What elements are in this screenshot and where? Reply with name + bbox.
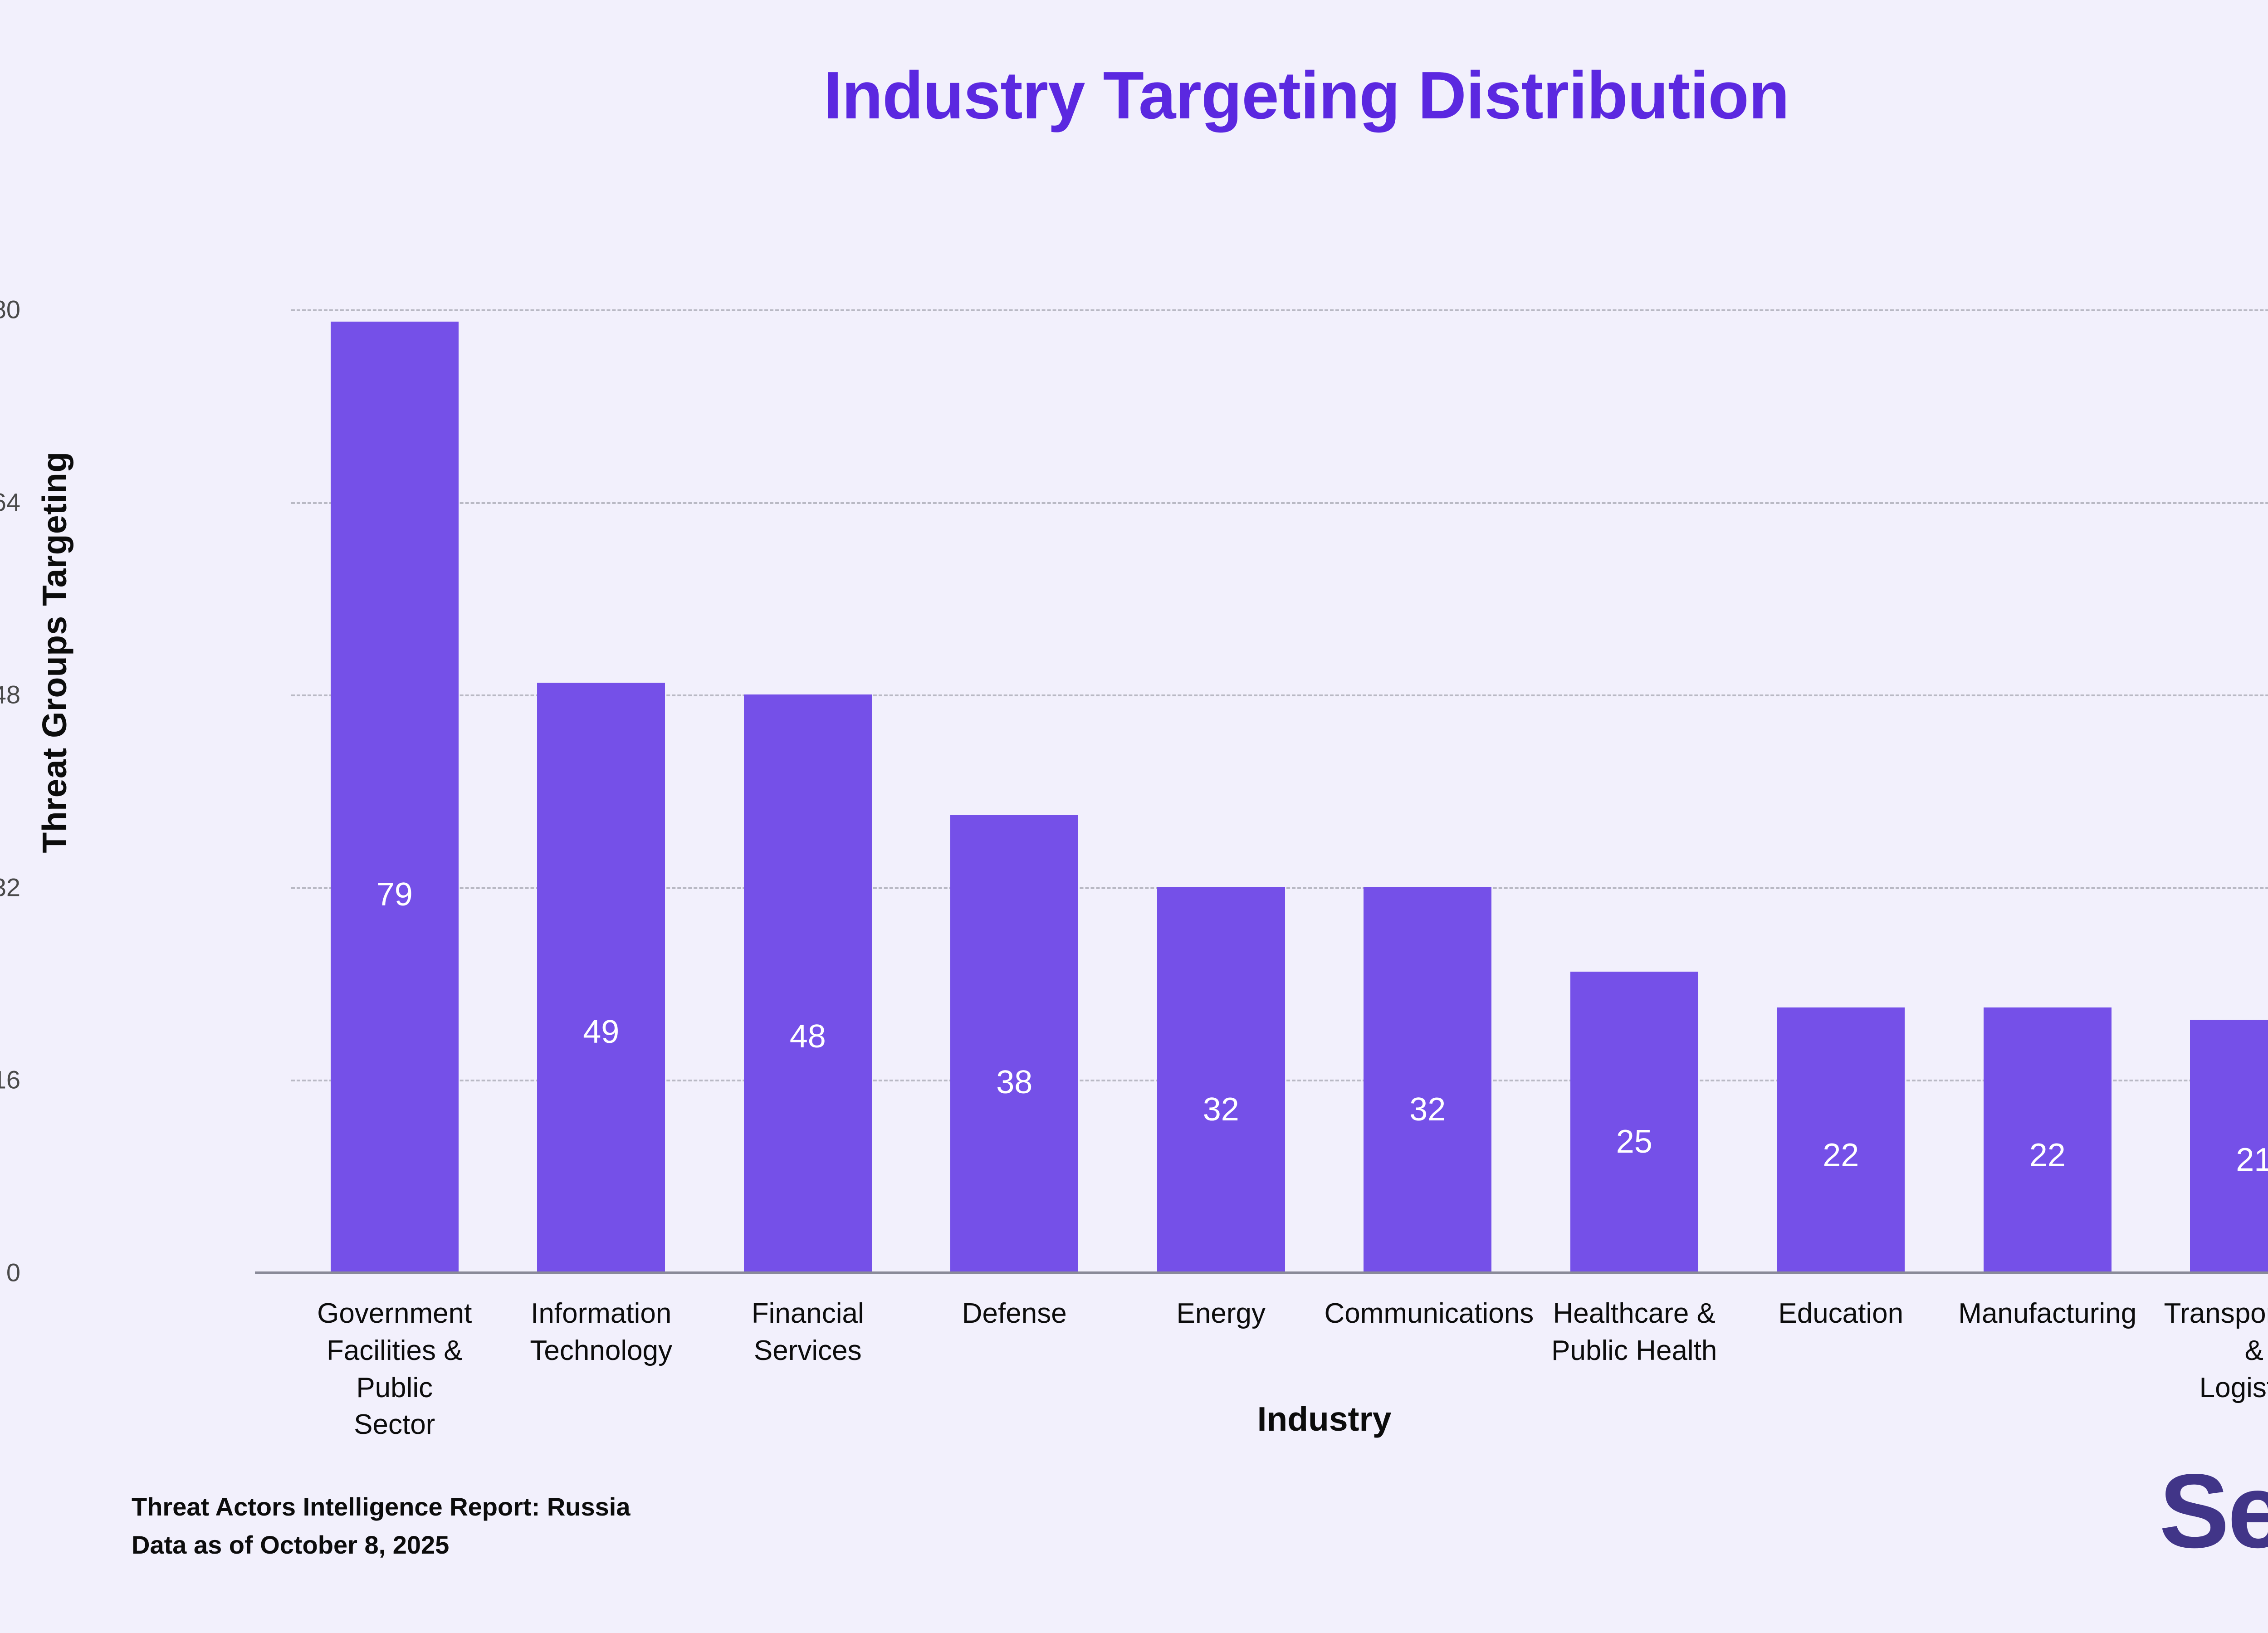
- bar-value-label: 38: [996, 1064, 1033, 1100]
- y-tick-label: 64: [0, 488, 20, 517]
- bar-value-label: 48: [789, 1018, 826, 1055]
- bar-slot: 25: [1570, 309, 1698, 1272]
- x-tick-label-line: Information: [531, 1298, 672, 1329]
- x-tick-label: Defense: [911, 1295, 1118, 1332]
- x-axis-line: [255, 1271, 2268, 1274]
- x-tick-label-line: Transportation &: [2164, 1298, 2268, 1366]
- x-tick-label: Information Technology: [498, 1295, 705, 1369]
- page-title: Industry Targeting Distribution: [823, 58, 1790, 133]
- bar[interactable]: 22: [1777, 1007, 1905, 1272]
- x-tick-label: Financial Services: [704, 1295, 911, 1369]
- x-tick-label-line: Financial Services: [751, 1298, 864, 1366]
- x-tick-label-line: Manufacturing: [1958, 1298, 2137, 1329]
- securin-wordmark-icon: Secu rin: [2159, 1458, 2268, 1570]
- gridline: [291, 309, 2268, 311]
- bar-slot: 49: [537, 309, 665, 1272]
- securin-logo: Secu rin: [2159, 1458, 2268, 1572]
- x-axis-title: Industry: [1257, 1400, 1392, 1438]
- x-tick-label: Energy: [1118, 1295, 1325, 1332]
- bar-value-label: 22: [1823, 1137, 1859, 1174]
- y-tick-label: 48: [0, 680, 20, 709]
- x-tick-label-line: Logistics: [2199, 1372, 2268, 1403]
- x-tick-label-line: Government: [317, 1298, 472, 1329]
- x-tick-label-line: Technology: [530, 1335, 673, 1366]
- footnote-line-2: Data as of October 8, 2025: [132, 1530, 450, 1559]
- footnote: Threat Actors Intelligence Report: Russi…: [132, 1488, 631, 1564]
- y-tick-label: 80: [0, 295, 20, 324]
- plot-area: 79 49 48 38 32 32 25 22 22 21: [291, 309, 2268, 1272]
- bar-slot: 48: [743, 309, 872, 1272]
- bar[interactable]: 25: [1570, 971, 1698, 1272]
- bar-slot: 32: [1157, 309, 1285, 1272]
- x-tick-label: Communications: [1324, 1295, 1534, 1332]
- bar[interactable]: 21: [2190, 1019, 2268, 1272]
- x-tick-label: Manufacturing: [1944, 1295, 2151, 1332]
- footnote-line-1: Threat Actors Intelligence Report: Russi…: [132, 1492, 631, 1521]
- bar-slot: 22: [1777, 309, 1905, 1272]
- x-tick-label-line: Energy: [1176, 1298, 1266, 1329]
- bar[interactable]: 49: [537, 682, 665, 1272]
- bar-value-label: 32: [1409, 1091, 1446, 1128]
- bar-slot: 79: [330, 309, 459, 1272]
- x-tick-label-line: Healthcare &: [1553, 1298, 1716, 1329]
- x-tick-label-line: Public Health: [1551, 1335, 1717, 1366]
- x-tick-label: Government Facilities & Public Sector: [291, 1295, 498, 1443]
- bar[interactable]: 22: [1983, 1007, 2112, 1272]
- bar-value-label: 32: [1202, 1091, 1239, 1128]
- x-tick-label-line: Facilities & Public: [326, 1335, 463, 1403]
- svg-text:Secu: Secu: [2159, 1458, 2268, 1570]
- x-tick-label-line: Education: [1778, 1298, 1904, 1329]
- y-tick-label: 16: [0, 1065, 20, 1094]
- y-tick-label: 32: [0, 873, 20, 902]
- x-tick-label-line: Communications: [1324, 1298, 1534, 1329]
- bar-slot: 32: [1364, 309, 1492, 1272]
- bar[interactable]: 79: [330, 321, 459, 1272]
- bar-value-label: 21: [2236, 1142, 2268, 1178]
- bar-value-label: 79: [376, 876, 413, 913]
- x-tick-label: Healthcare & Public Health: [1531, 1295, 1738, 1369]
- x-tick-label: Education: [1738, 1295, 1945, 1332]
- bar[interactable]: 32: [1157, 887, 1285, 1272]
- gridline: [291, 694, 2268, 697]
- bar-slot: 22: [1983, 309, 2112, 1272]
- y-axis-title: Threat Groups Targeting: [35, 451, 73, 853]
- bar-slot: 21: [2190, 309, 2268, 1272]
- bar-value-label: 22: [2029, 1137, 2066, 1174]
- x-tick-label-line: Defense: [962, 1298, 1067, 1329]
- bar[interactable]: 38: [950, 815, 1079, 1272]
- bar[interactable]: 32: [1364, 887, 1492, 1272]
- bar-slot: 38: [950, 309, 1079, 1272]
- bar-value-label: 25: [1616, 1123, 1652, 1160]
- bar[interactable]: 48: [743, 694, 872, 1272]
- x-tick-label-line: Sector: [354, 1409, 435, 1441]
- x-tick-label: Transportation & Logistics: [2151, 1295, 2268, 1406]
- y-tick-label: 0: [6, 1258, 20, 1287]
- gridline: [291, 502, 2268, 504]
- bar-value-label: 49: [583, 1013, 620, 1050]
